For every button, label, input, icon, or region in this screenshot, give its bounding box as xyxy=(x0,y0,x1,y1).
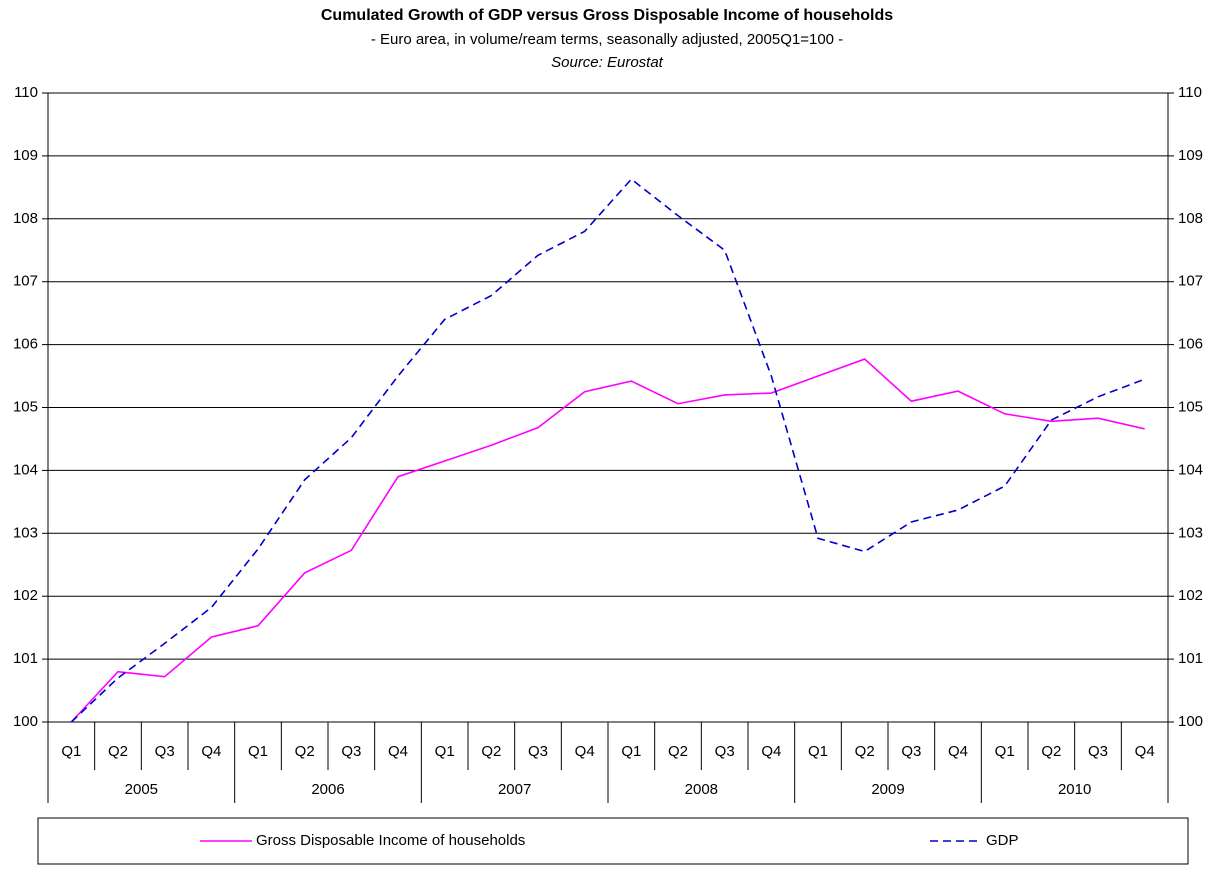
x-tick-label: Q3 xyxy=(1088,743,1108,760)
y-tick-label: 100 xyxy=(13,713,38,730)
y2-tick-label: 110 xyxy=(1178,84,1202,101)
y2-tick-label: 101 xyxy=(1178,650,1203,667)
x-tick-label: Q4 xyxy=(761,743,781,760)
y-tick-label: 108 xyxy=(13,210,38,227)
y-tick-label: 110 xyxy=(14,84,38,101)
x-tick-label: Q3 xyxy=(155,743,175,760)
x-tick-label: Q1 xyxy=(995,743,1015,760)
y-tick-label: 102 xyxy=(13,587,38,604)
legend-label: GDP xyxy=(986,832,1019,849)
x-group-label: 2009 xyxy=(871,781,904,798)
x-tick-label: Q2 xyxy=(668,743,688,760)
series-line xyxy=(70,178,1145,723)
y-tick-label: 101 xyxy=(13,650,38,667)
y-tick-label: 106 xyxy=(13,336,38,353)
x-group-label: 2007 xyxy=(498,781,531,798)
x-tick-label: Q4 xyxy=(948,743,968,760)
y2-tick-label: 107 xyxy=(1178,273,1203,290)
chart-title: Cumulated Growth of GDP versus Gross Dis… xyxy=(321,7,893,24)
y-tick-label: 107 xyxy=(13,273,38,290)
x-tick-label: Q3 xyxy=(341,743,361,760)
x-tick-label: Q4 xyxy=(388,743,408,760)
y-tick-label: 104 xyxy=(13,461,38,478)
y2-tick-label: 106 xyxy=(1178,336,1203,353)
y-tick-label: 105 xyxy=(13,398,38,415)
y2-tick-label: 105 xyxy=(1178,398,1203,415)
x-tick-label: Q1 xyxy=(621,743,641,760)
x-group-label: 2010 xyxy=(1058,781,1091,798)
x-tick-label: Q2 xyxy=(1041,743,1061,760)
y-tick-label: 109 xyxy=(13,147,38,164)
x-tick-label: Q2 xyxy=(855,743,875,760)
x-group-label: 2006 xyxy=(311,781,344,798)
x-tick-label: Q4 xyxy=(201,743,221,760)
x-group-label: 2008 xyxy=(685,781,718,798)
x-tick-label: Q2 xyxy=(108,743,128,760)
y2-tick-label: 109 xyxy=(1178,147,1203,164)
series-line xyxy=(70,358,1145,723)
x-tick-label: Q3 xyxy=(528,743,548,760)
y2-tick-label: 104 xyxy=(1178,461,1203,478)
x-tick-label: Q3 xyxy=(715,743,735,760)
x-group-label: 2005 xyxy=(125,781,158,798)
x-tick-label: Q2 xyxy=(481,743,501,760)
chart-source: Source: Eurostat xyxy=(551,54,664,71)
x-tick-label: Q2 xyxy=(295,743,315,760)
y2-tick-label: 102 xyxy=(1178,587,1203,604)
y2-tick-label: 108 xyxy=(1178,210,1203,227)
x-tick-label: Q1 xyxy=(808,743,828,760)
x-tick-label: Q4 xyxy=(575,743,595,760)
y2-tick-label: 100 xyxy=(1178,713,1203,730)
legend-label: Gross Disposable Income of households xyxy=(256,832,525,849)
x-tick-label: Q1 xyxy=(435,743,455,760)
x-tick-label: Q3 xyxy=(901,743,921,760)
y-tick-label: 103 xyxy=(13,524,38,541)
x-tick-label: Q1 xyxy=(248,743,268,760)
x-tick-label: Q1 xyxy=(61,743,81,760)
x-tick-label: Q4 xyxy=(1135,743,1155,760)
chart-subtitle: - Euro area, in volume/ream terms, seaso… xyxy=(371,31,843,48)
legend-box xyxy=(37,817,1189,865)
y2-tick-label: 103 xyxy=(1178,524,1203,541)
